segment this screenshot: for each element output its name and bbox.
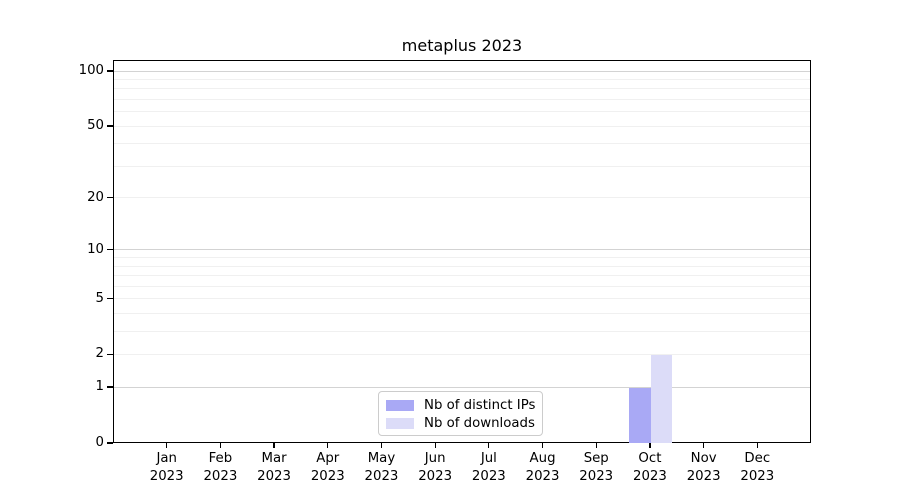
y-axis-tick-label: 50 bbox=[87, 118, 104, 134]
legend-swatch bbox=[386, 399, 414, 411]
y-axis-tick bbox=[107, 196, 113, 199]
x-axis-tick bbox=[327, 443, 329, 448]
x-axis-tick bbox=[756, 443, 758, 448]
legend-swatch bbox=[386, 417, 414, 429]
y-axis-tick-label: 100 bbox=[78, 62, 104, 78]
x-axis-tick bbox=[541, 443, 544, 448]
x-axis-tick-label: May 2023 bbox=[351, 450, 411, 486]
x-axis-tick-label: Aug 2023 bbox=[513, 450, 573, 486]
x-tick-year: 2023 bbox=[310, 469, 345, 484]
x-tick-month: Mar bbox=[261, 451, 287, 466]
gridline-minor bbox=[114, 125, 810, 127]
gridline-minor bbox=[114, 165, 810, 167]
x-tick-year: 2023 bbox=[149, 469, 184, 484]
x-axis-tick-label: Nov 2023 bbox=[674, 450, 734, 486]
legend-item: Nb of distinct IPs bbox=[386, 397, 536, 413]
gridline-minor bbox=[114, 257, 810, 259]
y-axis-tick bbox=[107, 70, 113, 72]
x-tick-month: Dec bbox=[744, 451, 771, 466]
x-axis-tick-label: Feb 2023 bbox=[190, 450, 250, 486]
x-axis-tick-label: Dec 2023 bbox=[727, 450, 787, 486]
x-tick-month: Feb bbox=[208, 451, 233, 466]
y-axis-tick bbox=[107, 386, 113, 388]
gridline-minor bbox=[114, 79, 810, 81]
gridline-major bbox=[114, 249, 810, 251]
x-tick-month: May bbox=[367, 451, 396, 466]
plot-area bbox=[113, 60, 811, 443]
x-tick-month: Jul bbox=[480, 451, 497, 466]
x-tick-year: 2023 bbox=[257, 469, 291, 484]
x-tick-year: 2023 bbox=[525, 469, 560, 484]
legend-item: Nb of downloads bbox=[386, 415, 535, 431]
gridline-minor bbox=[114, 312, 810, 314]
gridline-minor bbox=[114, 265, 810, 267]
legend: Nb of distinct IPs Nb of downloads bbox=[378, 391, 543, 436]
y-axis-tick bbox=[107, 297, 113, 300]
chart-title: metaplus 2023 bbox=[401, 36, 523, 55]
y-axis-tick bbox=[107, 249, 113, 251]
x-axis-tick-label: Jan 2023 bbox=[137, 450, 197, 486]
gridline-major bbox=[114, 70, 810, 72]
gridline-minor bbox=[114, 354, 810, 356]
y-axis-tick bbox=[107, 125, 113, 127]
x-tick-year: 2023 bbox=[740, 469, 775, 484]
y-axis-tick-label: 10 bbox=[87, 241, 104, 257]
gridline-minor bbox=[114, 99, 810, 101]
gridline-minor bbox=[114, 111, 810, 113]
y-axis-tick-label: 2 bbox=[95, 346, 104, 362]
gridline-minor bbox=[114, 330, 810, 332]
x-axis-tick bbox=[273, 443, 275, 448]
x-axis-tick-label: Jun 2023 bbox=[405, 450, 465, 486]
x-axis-tick bbox=[434, 443, 436, 448]
x-tick-month: Sep bbox=[583, 451, 609, 466]
gridline-minor bbox=[114, 298, 810, 300]
x-axis-tick bbox=[595, 443, 597, 448]
gridline-minor bbox=[114, 143, 810, 145]
x-tick-year: 2023 bbox=[579, 469, 614, 484]
x-axis-tick bbox=[488, 443, 490, 448]
y-axis-tick-label: 0 bbox=[95, 435, 104, 450]
x-axis-tick bbox=[166, 443, 168, 448]
x-tick-month: Apr bbox=[316, 451, 340, 466]
y-axis-tick bbox=[107, 353, 113, 356]
x-axis-tick bbox=[380, 443, 383, 448]
x-tick-month: Nov bbox=[690, 451, 717, 466]
gridline-minor bbox=[114, 197, 810, 199]
x-axis-tick-label: Apr 2023 bbox=[298, 450, 358, 486]
bar-nb-of-distinct-ips bbox=[629, 388, 651, 443]
x-tick-month: Aug bbox=[529, 451, 556, 466]
x-axis-tick-label: Sep 2023 bbox=[566, 450, 626, 486]
gridline-minor bbox=[114, 275, 810, 277]
gridline-major bbox=[114, 386, 810, 388]
y-axis-tick-label: 20 bbox=[87, 189, 104, 205]
x-tick-year: 2023 bbox=[364, 469, 399, 484]
x-tick-year: 2023 bbox=[418, 469, 453, 484]
x-axis-tick bbox=[702, 443, 705, 448]
x-axis-tick-label: Jul 2023 bbox=[459, 450, 519, 486]
x-tick-year: 2023 bbox=[686, 469, 721, 484]
legend-label: Nb of downloads bbox=[424, 415, 535, 431]
x-axis-tick-label: Mar 2023 bbox=[244, 450, 304, 486]
gridline-minor bbox=[114, 88, 810, 90]
x-tick-month: Jun bbox=[424, 451, 446, 466]
x-tick-year: 2023 bbox=[633, 469, 667, 484]
x-tick-year: 2023 bbox=[203, 469, 238, 484]
bar-nb-of-downloads bbox=[650, 355, 673, 443]
gridline-minor bbox=[114, 285, 810, 287]
x-axis-tick-label: Oct 2023 bbox=[620, 450, 680, 486]
x-axis-tick bbox=[219, 443, 222, 448]
legend-label: Nb of distinct IPs bbox=[424, 397, 536, 413]
x-axis-tick bbox=[649, 443, 651, 448]
y-axis-tick-label: 1 bbox=[95, 379, 104, 395]
y-axis-tick-label: 5 bbox=[95, 290, 104, 306]
x-tick-month: Jan bbox=[156, 451, 177, 466]
x-tick-month: Oct bbox=[638, 451, 662, 466]
x-tick-year: 2023 bbox=[471, 469, 506, 484]
y-axis-tick bbox=[107, 442, 113, 444]
